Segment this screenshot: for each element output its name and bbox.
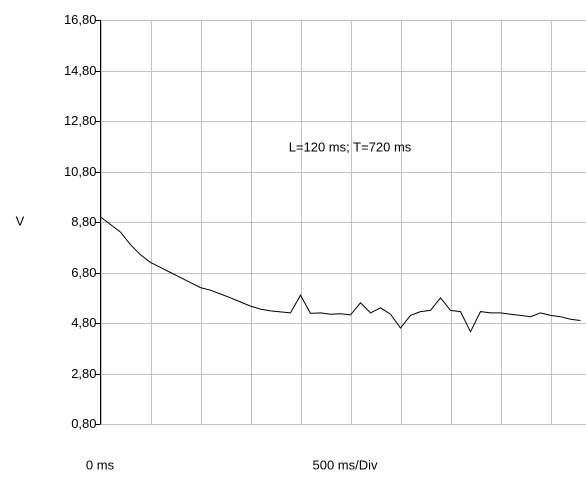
y-tick-label: 2,80 <box>71 366 96 381</box>
y-tick-label: 14,80 <box>64 63 97 78</box>
y-tick-label: 6,80 <box>71 265 96 280</box>
x-axis-label: 500 ms/Div <box>312 457 378 472</box>
y-tick-label: 4,80 <box>71 315 96 330</box>
y-tick-label: 16,80 <box>64 12 97 27</box>
y-tick-label: 0,80 <box>71 416 96 431</box>
annotation: L=120 ms; T=720 ms <box>289 139 412 154</box>
y-tick-label: 12,80 <box>64 113 97 128</box>
series-line <box>100 216 581 333</box>
x-origin-label: 0 ms <box>86 457 115 472</box>
y-axis-label: V <box>16 213 25 228</box>
y-tick-label: 10,80 <box>64 164 97 179</box>
grid <box>100 20 586 425</box>
y-tick-label: 8,80 <box>71 214 96 229</box>
